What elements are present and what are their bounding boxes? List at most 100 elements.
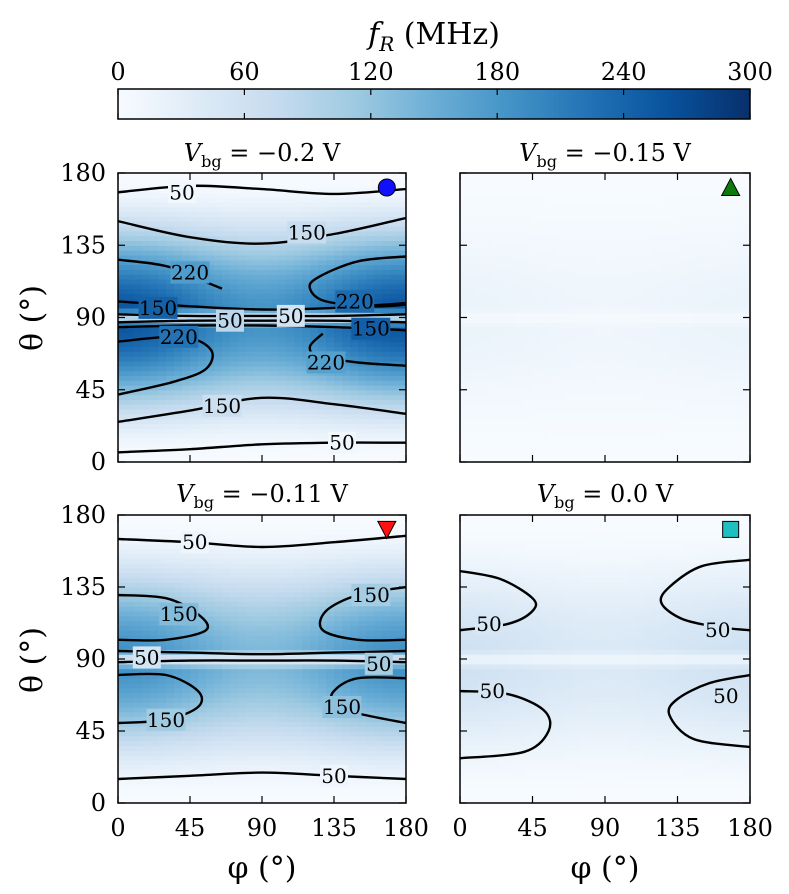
contour-label-bg xyxy=(170,261,210,284)
heatmap-cell xyxy=(564,389,574,396)
heatmap-cell xyxy=(548,278,558,285)
heatmap-cell xyxy=(661,404,671,410)
heatmap-cell xyxy=(540,409,550,415)
heatmap-cell xyxy=(516,370,526,376)
heatmap-cell xyxy=(725,413,735,420)
heatmap-cell xyxy=(342,264,351,270)
heatmap-cell xyxy=(350,365,359,372)
heatmap-cell xyxy=(629,394,638,400)
heatmap-cell xyxy=(548,404,558,410)
heatmap-cell xyxy=(717,336,727,343)
heatmap-cell xyxy=(540,201,550,208)
heatmap-cell xyxy=(278,177,287,184)
heatmap-cell xyxy=(166,683,175,689)
heatmap-cell xyxy=(238,336,247,343)
heatmap-cell xyxy=(310,187,319,193)
heatmap-cell xyxy=(548,413,558,420)
heatmap-cell xyxy=(286,192,295,198)
heatmap-cell xyxy=(629,409,638,415)
heatmap-cell xyxy=(605,201,614,208)
heatmap-cell xyxy=(174,644,183,650)
heatmap-cell xyxy=(198,457,207,462)
heatmap-cell xyxy=(254,192,263,198)
heatmap-cell xyxy=(214,442,223,449)
heatmap-cell xyxy=(669,225,679,232)
heatmap-cell xyxy=(492,375,501,381)
heatmap-cell xyxy=(556,221,566,227)
heatmap-cell xyxy=(238,216,247,222)
heatmap-cell xyxy=(366,216,375,222)
heatmap-cell xyxy=(118,336,127,343)
heatmap-cell xyxy=(605,206,614,213)
heatmap-cell xyxy=(629,230,638,237)
heatmap-cell xyxy=(270,283,279,290)
heatmap-cell xyxy=(524,452,534,458)
heatmap-cell xyxy=(661,235,671,242)
heatmap-cell xyxy=(508,221,517,227)
heatmap-cell xyxy=(717,250,727,256)
heatmap-cell xyxy=(342,399,351,405)
heatmap-cell xyxy=(556,173,566,179)
heatmap-cell xyxy=(556,225,566,232)
heatmap-cell xyxy=(222,360,231,367)
heatmap-cell xyxy=(254,384,263,391)
heatmap-cell xyxy=(302,206,311,213)
heatmap-cell xyxy=(222,206,231,213)
heatmap-cell xyxy=(725,322,735,328)
heatmap-cell xyxy=(166,548,175,554)
heatmap-cell xyxy=(230,283,239,290)
heatmap-cell xyxy=(270,201,279,208)
heatmap-cell xyxy=(190,288,199,295)
heatmap-cell xyxy=(629,312,638,319)
heatmap-cell xyxy=(214,365,223,372)
heatmap-cell xyxy=(556,245,566,251)
heatmap-cell xyxy=(500,322,509,328)
heatmap-cell xyxy=(548,409,558,415)
heatmap-cell xyxy=(134,225,143,232)
heatmap-cell xyxy=(556,182,566,189)
heatmap-cell xyxy=(516,298,526,304)
heatmap-cell xyxy=(645,240,654,246)
heatmap-cell xyxy=(693,293,703,299)
heatmap-cell xyxy=(580,293,590,299)
heatmap-cell xyxy=(374,259,383,266)
heatmap-cell xyxy=(150,519,159,526)
heatmap-cell xyxy=(709,182,719,189)
heatmap-cell xyxy=(548,327,558,333)
heatmap-cell xyxy=(182,216,191,222)
heatmap-cell xyxy=(653,433,662,439)
heatmap-cell xyxy=(278,457,287,462)
heatmap-cell xyxy=(572,322,582,328)
heatmap-cell xyxy=(685,380,695,386)
heatmap-cell xyxy=(142,327,151,333)
heatmap-cell xyxy=(198,380,207,386)
heatmap-cell xyxy=(198,187,207,193)
heatmap-cell xyxy=(717,269,727,275)
heatmap-cell xyxy=(588,259,598,266)
heatmap-cell xyxy=(270,336,279,343)
heatmap-cell xyxy=(166,365,175,372)
heatmap-cell xyxy=(508,365,517,372)
heatmap-cell xyxy=(476,235,485,242)
heatmap-cell xyxy=(613,375,622,381)
heatmap-cell xyxy=(126,201,135,208)
heatmap-cell xyxy=(238,413,247,420)
heatmap-cell xyxy=(685,360,695,367)
heatmap-cell xyxy=(158,409,167,415)
heatmap-cell xyxy=(198,437,207,444)
heatmap-cell xyxy=(725,317,735,323)
heatmap-cell xyxy=(142,409,151,415)
heatmap-cell xyxy=(725,428,735,434)
heatmap-cell xyxy=(134,788,143,794)
heatmap-cell xyxy=(492,394,501,400)
heatmap-cell xyxy=(613,346,622,352)
heatmap-cell xyxy=(484,312,493,319)
heatmap-cell xyxy=(230,274,239,280)
heatmap-cell xyxy=(661,331,671,338)
heatmap-cell xyxy=(318,384,327,391)
heatmap-cell xyxy=(222,384,231,391)
heatmap-cell xyxy=(693,409,703,415)
heatmap-cell xyxy=(596,235,606,242)
heatmap-cell xyxy=(238,225,247,232)
heatmap-cell xyxy=(653,351,662,357)
